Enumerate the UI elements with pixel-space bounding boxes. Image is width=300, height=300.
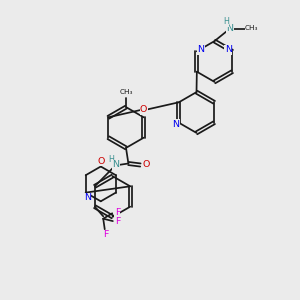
Text: H: H (109, 155, 115, 164)
Text: CH₃: CH₃ (245, 26, 259, 32)
Text: O: O (140, 105, 147, 114)
Text: F: F (115, 208, 120, 217)
Text: O: O (142, 160, 149, 169)
Text: N: N (197, 45, 204, 54)
Text: N: N (172, 120, 179, 129)
Text: F: F (103, 230, 108, 239)
Text: O: O (97, 157, 104, 166)
Text: N: N (112, 160, 119, 169)
Text: N: N (225, 45, 232, 54)
Text: H: H (223, 17, 229, 26)
Text: N: N (226, 24, 234, 33)
Text: F: F (116, 217, 121, 226)
Text: N: N (84, 194, 91, 202)
Text: CH₃: CH₃ (120, 89, 133, 95)
